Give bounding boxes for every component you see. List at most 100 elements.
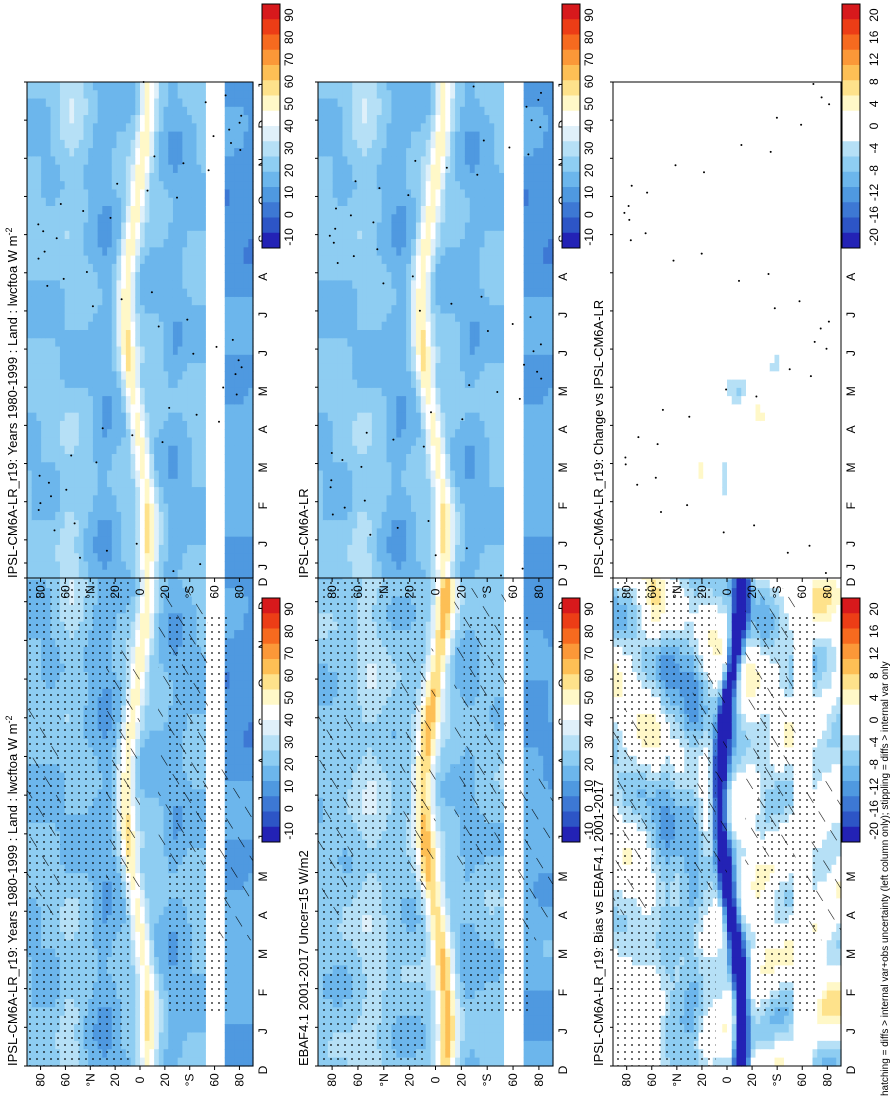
heatmap-cell (168, 1040, 174, 1050)
colorbar-label: 60 (282, 669, 296, 683)
heatmap-cell (234, 713, 240, 723)
heatmap-cell (130, 613, 136, 623)
heatmap-cell (224, 1049, 231, 1059)
heatmap-cell (430, 1007, 437, 1017)
heatmap-cell (144, 630, 151, 640)
heatmap-cell (248, 1057, 254, 1067)
heatmap-cell (445, 604, 451, 614)
panel-title-text: IPSL-CM6A-LR_r19: Years 1980-1999 : Land… (5, 723, 20, 1066)
heatmap-cell (248, 1049, 254, 1059)
heatmap-cell (229, 1015, 235, 1025)
heatmap-cell (154, 621, 160, 631)
colorbar-label: 50 (282, 691, 296, 705)
heatmap-cell (144, 973, 151, 983)
heatmap-cell (229, 1049, 235, 1059)
heatmap-cell (450, 973, 456, 983)
heatmap-cell (135, 973, 141, 983)
heatmap-cell (459, 906, 466, 916)
heatmap-cell (459, 948, 466, 958)
heatmap-cell (455, 1015, 461, 1025)
heatmap-cell (435, 730, 441, 740)
heatmap-cell (234, 680, 240, 690)
heatmap-cell (435, 613, 441, 623)
heatmap-cell (144, 881, 151, 891)
heatmap-cell (149, 948, 155, 958)
heatmap-cell (435, 579, 441, 589)
heatmap-cell (229, 1024, 235, 1034)
heatmap-cell (450, 705, 456, 715)
heatmap-cell (154, 688, 160, 698)
heatmap-cell (234, 588, 240, 598)
heatmap-cell (455, 579, 461, 589)
heatmap-cell (220, 1049, 226, 1059)
heatmap-cell (149, 814, 155, 824)
heatmap-cell (440, 973, 446, 983)
heatmap-cell (440, 604, 446, 614)
heatmap-cell (144, 1049, 151, 1059)
heatmap-cell (435, 898, 441, 908)
heatmap-cell (435, 663, 441, 673)
heatmap-cell (135, 982, 141, 992)
heatmap-cell (459, 998, 466, 1008)
heatmap-cell (459, 915, 466, 925)
heatmap-cell (229, 713, 235, 723)
heatmap-cell (196, 579, 202, 589)
heatmap-cell (187, 1032, 193, 1042)
heatmap-cell (445, 881, 451, 891)
heatmap-cell (149, 957, 155, 966)
colorbar-swatch (262, 674, 280, 690)
heatmap-cell (154, 806, 160, 816)
heatmap-cell (435, 764, 441, 774)
heatmap-cell (158, 998, 165, 1008)
heatmap-cell (243, 713, 249, 723)
heatmap-cell (440, 864, 446, 874)
heatmap-cell (130, 948, 136, 958)
heatmap-cell (450, 747, 456, 757)
heatmap-cell (440, 789, 446, 799)
heatmap-cell (430, 638, 437, 648)
heatmap-cell (459, 1007, 466, 1017)
heatmap-cell (234, 613, 240, 623)
heatmap-cell (459, 864, 466, 874)
heatmap-cell (459, 873, 466, 883)
heatmap-cell (144, 822, 151, 832)
heatmap-cell (229, 638, 235, 648)
heatmap-cell (234, 1015, 240, 1025)
heatmap-cell (158, 881, 165, 891)
heatmap-cell (435, 1040, 441, 1050)
heatmap-cell (144, 915, 151, 925)
heatmap-cell (445, 965, 451, 975)
heatmap-cell (248, 990, 254, 1000)
heatmap-cell (158, 931, 165, 941)
heatmap-cell (248, 1024, 254, 1034)
heatmap-cell (149, 1032, 155, 1042)
heatmap-cell (445, 663, 451, 673)
heatmap-cell (440, 680, 446, 690)
heatmap-cell (149, 1007, 155, 1017)
heatmap-cell (135, 596, 141, 606)
heatmap-cell (425, 630, 432, 640)
heatmap-cell (205, 1024, 212, 1034)
heatmap-cell (163, 1057, 169, 1067)
panels-layer: 8060°N20020°S6080DJFMAMJJASONDJIPSL-CM6A… (4, 3, 881, 1087)
heatmap-cell (440, 923, 446, 933)
colorbar-label: 0 (282, 805, 296, 812)
heatmap-cell (425, 1040, 432, 1050)
heatmap-cell (238, 680, 245, 690)
heatmap-cell (144, 688, 151, 698)
colorbar-swatch (262, 826, 280, 843)
heatmap-cell (445, 722, 451, 732)
heatmap-cell (450, 663, 456, 673)
heatmap-cell (459, 1032, 466, 1042)
heatmap-cell (440, 596, 446, 606)
heatmap-cell (430, 990, 437, 1000)
heatmap-cell (144, 848, 151, 858)
heatmap-cell (154, 613, 160, 623)
heatmap-cell (425, 1049, 432, 1059)
heatmap-cell (459, 898, 466, 908)
heatmap-cell (154, 906, 160, 916)
heatmap-cell (191, 1015, 198, 1025)
heatmap-cell (450, 613, 456, 623)
heatmap-cell (149, 822, 155, 832)
heatmap-cell (435, 906, 441, 916)
